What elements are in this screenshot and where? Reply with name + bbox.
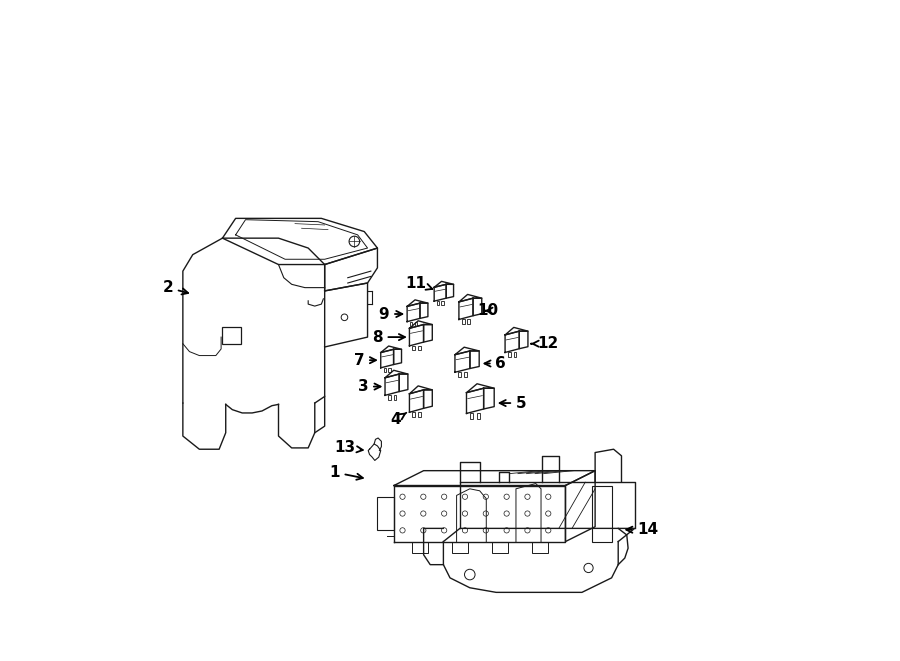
Text: 14: 14	[626, 522, 659, 537]
Text: 11: 11	[405, 276, 433, 290]
Text: 13: 13	[334, 440, 363, 455]
Text: 2: 2	[162, 280, 188, 295]
Bar	[458, 372, 461, 377]
Bar	[462, 319, 464, 324]
Bar	[452, 541, 468, 553]
Text: 4: 4	[391, 412, 407, 427]
Bar	[436, 301, 439, 305]
Bar	[532, 541, 547, 553]
Bar	[470, 413, 473, 419]
Bar	[418, 346, 420, 350]
Text: 8: 8	[372, 330, 405, 344]
Bar	[410, 322, 412, 326]
Bar	[592, 486, 612, 541]
Bar	[415, 322, 418, 326]
Bar	[222, 327, 241, 344]
Text: 9: 9	[379, 307, 402, 321]
Text: 6: 6	[484, 356, 506, 371]
Bar	[388, 395, 391, 400]
Bar	[393, 395, 396, 400]
Bar	[467, 319, 470, 324]
Bar	[464, 372, 467, 377]
Bar	[412, 346, 415, 350]
Text: 1: 1	[329, 465, 363, 480]
Bar	[377, 496, 394, 530]
Text: 10: 10	[478, 303, 499, 318]
Text: 5: 5	[500, 395, 526, 410]
Bar	[508, 352, 510, 357]
Bar	[477, 413, 480, 419]
Bar	[514, 352, 517, 357]
Bar	[389, 368, 391, 371]
Bar	[491, 541, 508, 553]
Bar	[383, 368, 386, 371]
Text: 7: 7	[354, 353, 376, 368]
Text: 3: 3	[357, 379, 381, 394]
Bar	[441, 301, 444, 305]
Bar	[418, 412, 420, 417]
Bar	[412, 412, 415, 417]
Bar	[411, 541, 428, 553]
Text: 12: 12	[531, 336, 558, 351]
